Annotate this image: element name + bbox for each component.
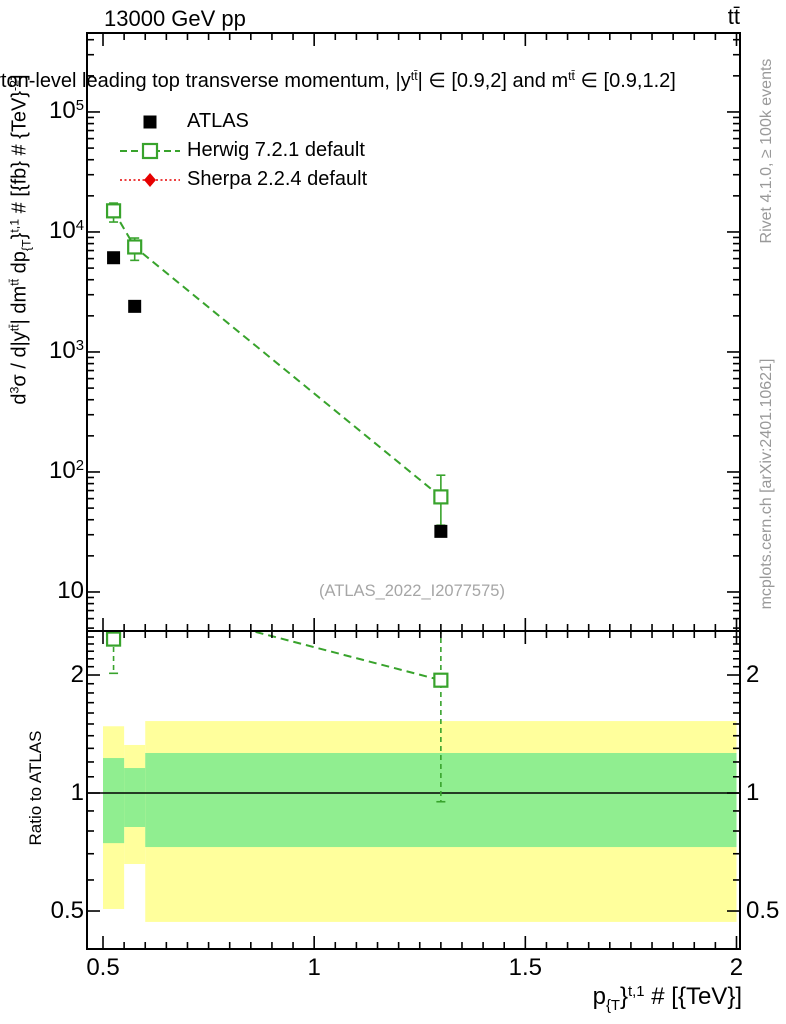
beam-energy-label: 13000 GeV pp [104,6,246,31]
filled-square-icon [143,115,157,128]
label-segment: dp [8,251,31,279]
ratio-tick-label: 1 [746,779,760,806]
ratio-tick-label: 2 [70,661,84,688]
legend: ATLAS Herwig 7.2.1 default Sherpa 2.2.4 … [118,107,367,194]
band-inner [103,758,125,844]
dotted-line-diamond-icon [120,172,180,187]
herwig-legend-marker [118,139,182,163]
x-tick-label: 1.5 [508,954,543,981]
label-segment: tt̄ [7,324,22,332]
herwig-marker [105,631,122,647]
label-segment: | ∈ [0.9,2] and m [417,70,569,92]
legend-label: Herwig 7.2.1 default [187,139,365,161]
x-tick-label: 2 [729,954,744,981]
legend-item-atlas: ATLAS [118,107,367,136]
y-tick-label: 102 [49,456,84,484]
atlas-marker [434,524,448,538]
herwig-marker [127,239,143,255]
process-label: tt̄ [727,4,740,29]
legend-item-sherpa: Sherpa 2.2.4 default [118,165,367,194]
dashed-line-open-square-icon [120,142,180,159]
label-segment: t,1 [628,983,645,1000]
ratio-uncertainty-bands [103,721,737,922]
label-segment: parton-level leading top transverse mome… [0,70,411,92]
x-axis-label: p{T}t,1 # [{TeV}] [592,983,742,1014]
axis-ticks [87,33,740,949]
analysis-id-watermark: (ATLAS_2022_I2077575) [319,582,505,600]
label-segment: tt̄ [7,278,22,286]
herwig-marker [128,594,141,607]
herwig-marker [433,489,449,505]
y-tick-label: 105 [49,96,84,124]
atlas-marker [107,251,121,265]
x-tick-label: 0.5 [86,954,120,981]
y-tick-label: 103 [49,336,84,364]
label-segment: p [592,983,606,1010]
herwig-ratio-series [105,594,449,803]
herwig-marker [433,672,449,688]
label-segment: 3 [7,386,22,394]
label-segment: tt̄ [410,69,418,84]
label-segment: d [8,393,31,405]
ratio-plot-frame [86,630,741,950]
mcplots-reference-note: mcplots.cern.ch [arXiv:2401.10621] [758,358,775,610]
label-segment: ∈ [0.9,1.2] [575,70,676,92]
legend-label: Sherpa 2.2.4 default [187,168,368,190]
rivet-version-note: Rivet 4.1.0, ≥ 100k events [758,58,775,244]
label-segment: | dm [8,285,31,325]
sherpa-legend-marker [118,168,182,192]
legend-label: ATLAS [187,110,249,132]
ratio-tick-label: 0.5 [746,897,780,924]
atlas-legend-marker [118,110,182,134]
herwig-marker [105,203,122,219]
x-tick-label: 1 [307,954,321,981]
atlas-marker [128,299,142,313]
herwig-main-series [105,202,449,527]
ratio-tick-label: 2 [746,661,760,688]
label-segment: # [{TeV}] [644,983,742,1010]
ratio-tick-label: 1 [70,779,84,806]
label-segment: } [620,983,629,1010]
label-segment: {T [605,997,621,1014]
plot-title: parton-level leading top transverse mome… [0,68,676,93]
label-segment: tt̄ [568,69,575,84]
atlas-main-series [107,251,448,538]
y-tick-label: 104 [49,216,84,244]
herwig-line [112,631,442,682]
label-segment: -2 [7,79,22,91]
y-tick-label: 10 [57,576,84,604]
herwig-line [112,210,442,498]
legend-item-herwig: Herwig 7.2.1 default [118,136,367,165]
band-inner [124,768,146,828]
ratio-tick-label: 0.5 [50,897,84,924]
